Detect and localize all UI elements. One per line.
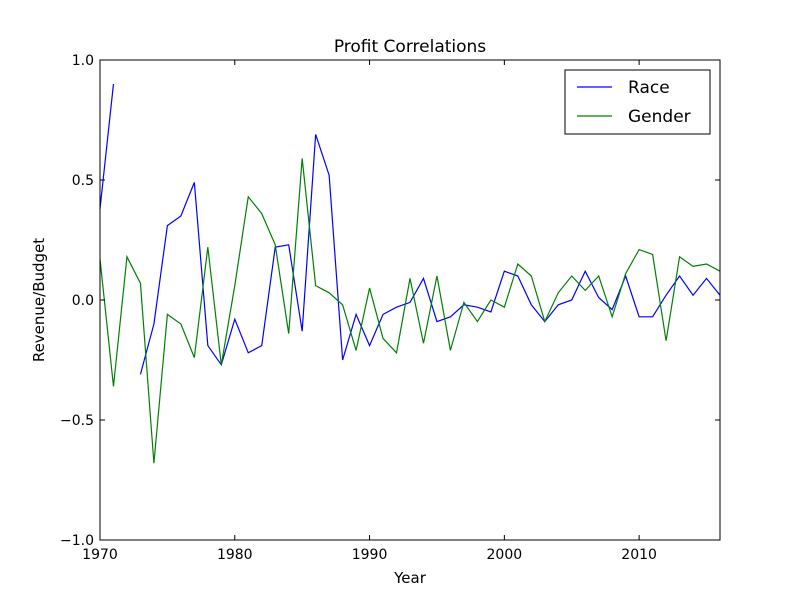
series-line-gender [99,158,721,464]
y-tick-label: 0.5 [72,173,94,189]
chart-title: Profit Correlations [334,37,486,57]
legend-label-gender: Gender [628,107,691,127]
legend: Race Gender [564,69,711,135]
y-axis-title: Revenue/Budget [30,238,48,362]
y-tick-label: −0.5 [60,413,94,429]
legend-label-race: Race [628,78,670,98]
x-tick-label: 2010 [621,547,657,563]
x-tick-label: 1980 [217,547,253,563]
series-layer [99,83,721,464]
x-tick-label: 2000 [487,547,523,563]
x-tick-label: 1970 [82,547,118,563]
y-tick-label: 1.0 [72,53,94,69]
y-tick-label: −1.0 [60,533,94,549]
ticks-layer: 1970 1980 1990 2000 2010 −1.0 −0.5 0.0 0.5 1.0 [60,53,720,563]
legend-frame [564,69,711,135]
x-tick-label: 1990 [352,547,388,563]
plot-area: 1970 1980 1990 2000 2010 −1.0 −0.5 0.0 0.5 1.0 [60,53,721,563]
x-axis-title: Year [393,569,427,587]
y-tick-label: 0.0 [72,293,94,309]
